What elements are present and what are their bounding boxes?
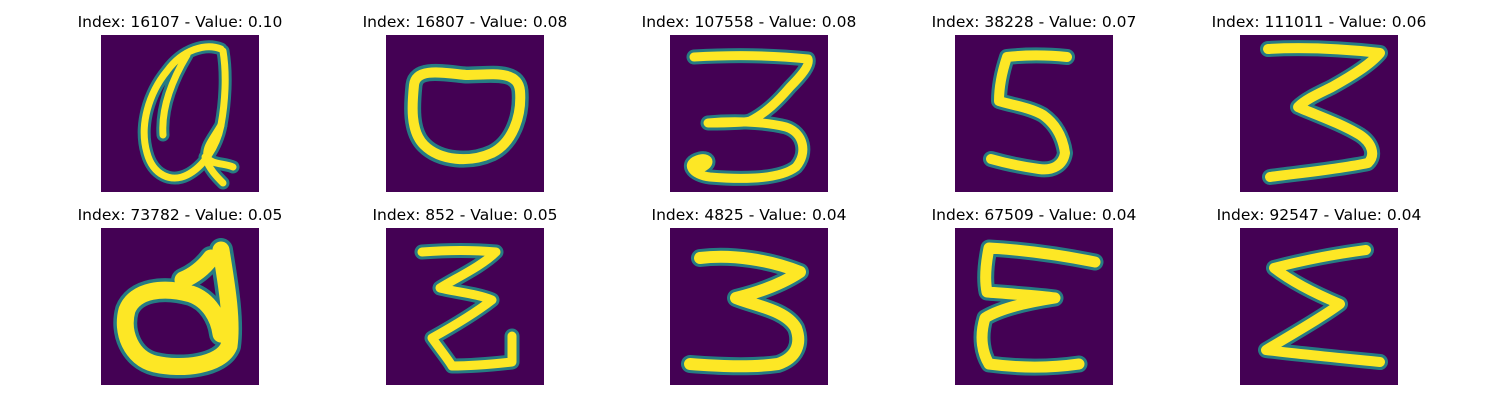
image-panel: Index: 111011 - Value: 0.06 <box>1177 12 1461 192</box>
image-panel: Index: 4825 - Value: 0.04 <box>607 205 891 385</box>
glyph-d <box>113 238 243 379</box>
panel-title: Index: 16807 - Value: 0.08 <box>362 13 568 31</box>
panel-title: Index: 92547 - Value: 0.04 <box>1216 206 1422 224</box>
glyph-image <box>1240 35 1398 192</box>
glyph-5 <box>983 47 1075 178</box>
image-panel: Index: 92547 - Value: 0.04 <box>1177 205 1461 385</box>
glyph-image <box>101 35 259 192</box>
glyph-image <box>1240 228 1398 385</box>
glyph-image <box>386 228 544 385</box>
panel-title: Index: 107558 - Value: 0.08 <box>641 13 857 31</box>
image-panel: Index: 16807 - Value: 0.08 <box>323 12 607 192</box>
glyph-image <box>955 228 1113 385</box>
panel-title: Index: 852 - Value: 0.05 <box>372 206 558 224</box>
panel-title: Index: 111011 - Value: 0.06 <box>1211 13 1427 31</box>
glyph-3 <box>681 247 809 376</box>
glyph-3 <box>684 48 816 186</box>
panel-title: Index: 4825 - Value: 0.04 <box>651 206 847 224</box>
glyph-image <box>955 35 1113 192</box>
image-panel: Index: 73782 - Value: 0.05 <box>38 205 322 385</box>
image-panel: Index: 67509 - Value: 0.04 <box>892 205 1176 385</box>
glyph-E <box>973 239 1104 376</box>
panel-title: Index: 16107 - Value: 0.10 <box>77 13 283 31</box>
glyph-sigma <box>1258 242 1388 370</box>
image-panel: Index: 852 - Value: 0.05 <box>323 205 607 385</box>
glyph-image <box>386 35 544 192</box>
glyph-o <box>404 63 529 168</box>
panel-title: Index: 67509 - Value: 0.04 <box>931 206 1137 224</box>
glyph-image <box>670 35 828 192</box>
glyph-3 <box>1260 40 1388 185</box>
panel-title: Index: 38228 - Value: 0.07 <box>931 13 1137 31</box>
image-panel: Index: 107558 - Value: 0.08 <box>607 12 891 192</box>
glyph-image <box>670 228 828 385</box>
glyph-a-like <box>137 40 240 190</box>
image-panel: Index: 16107 - Value: 0.10 <box>38 12 322 192</box>
image-panel: Index: 38228 - Value: 0.07 <box>892 12 1176 192</box>
glyph-z <box>414 243 520 374</box>
glyph-image <box>101 228 259 385</box>
panel-title: Index: 73782 - Value: 0.05 <box>77 206 283 224</box>
